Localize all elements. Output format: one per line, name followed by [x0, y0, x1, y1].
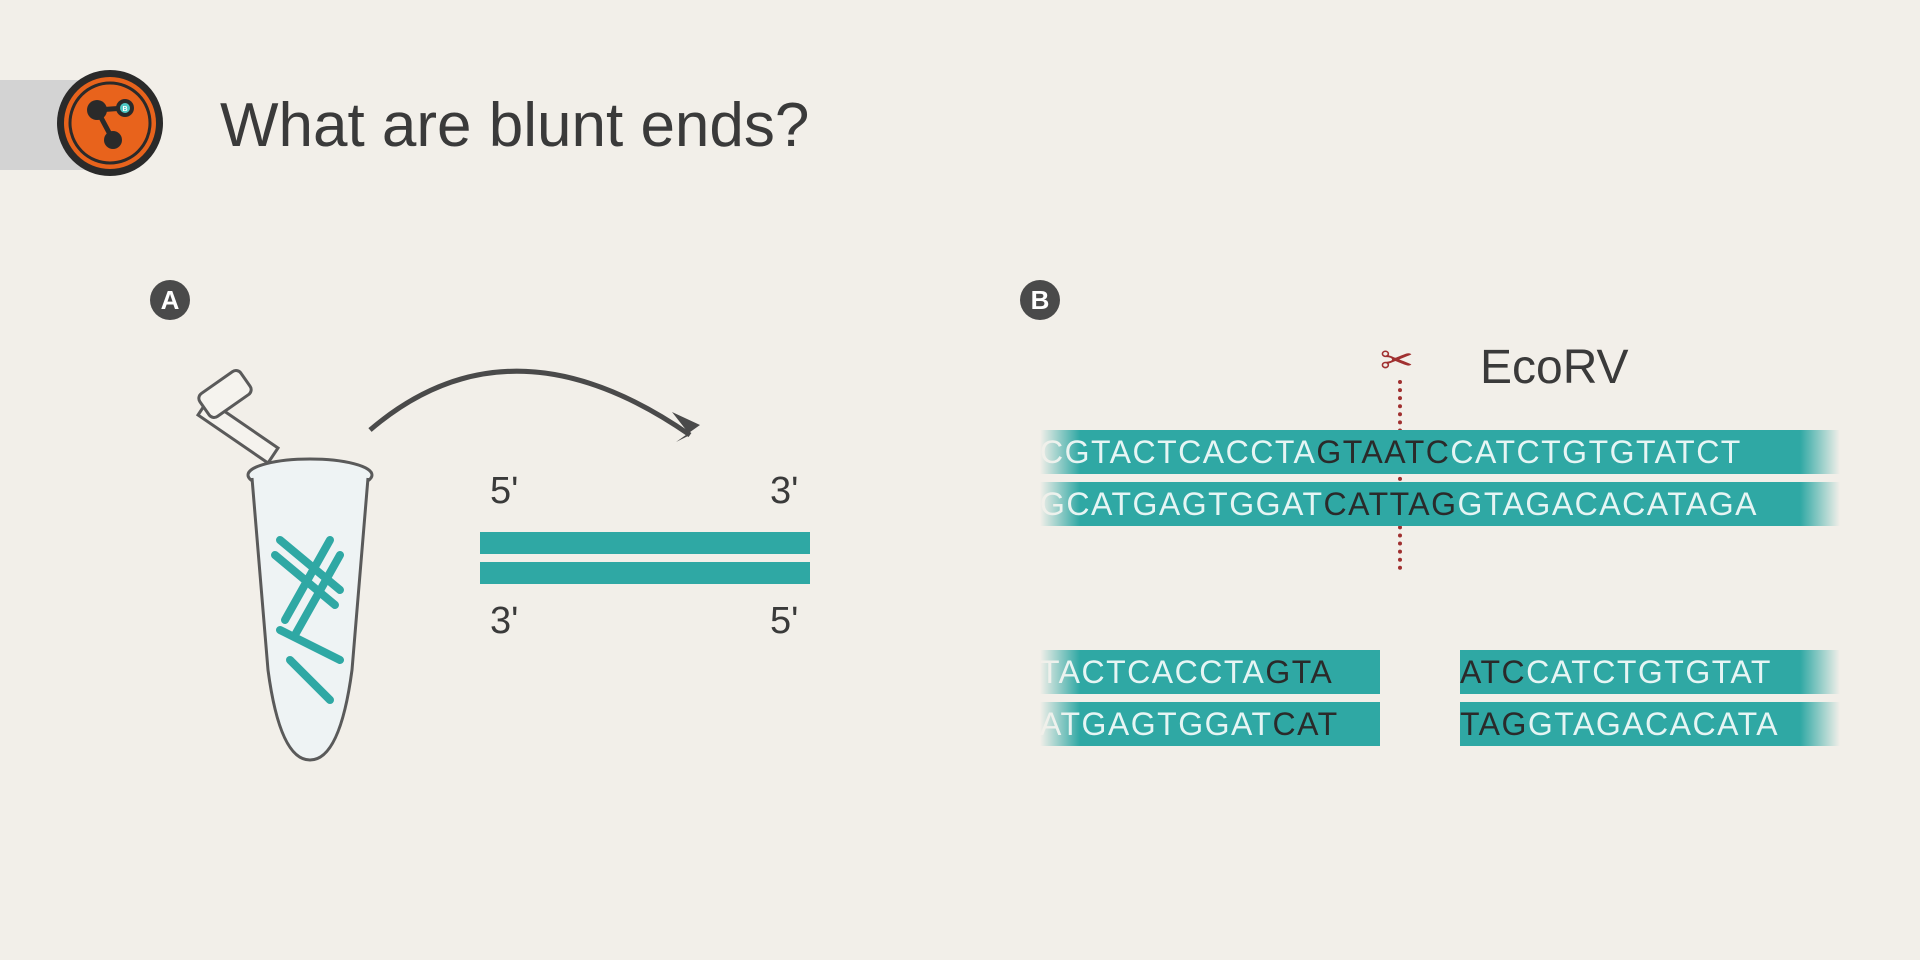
svg-text:B: B	[122, 106, 127, 113]
strand-3prime-top: 3'	[770, 470, 798, 513]
fragment-right-1: ATCCATCTGTGTAT	[1460, 650, 1840, 694]
panel-a: 5' 3' 3' 5'	[150, 340, 950, 840]
seq-hl: GTAATC	[1316, 434, 1450, 471]
fragment-left-2: ATGAGTGGATCAT	[1040, 702, 1380, 746]
dna-strand-bottom	[480, 562, 810, 584]
brand-logo: B	[55, 68, 165, 178]
strand-5prime-top: 5'	[490, 470, 518, 513]
seq-post: CATCTGTGTATCT	[1450, 434, 1741, 471]
dna-strand-top	[480, 532, 810, 554]
enzyme-label: EcoRV	[1480, 340, 1629, 395]
seq-hl: CAT	[1272, 706, 1338, 743]
page-title: What are blunt ends?	[220, 90, 809, 161]
strand-5prime-bottom: 5'	[770, 600, 798, 643]
seq-pre: CGTACTCACCTA	[1040, 434, 1316, 471]
seq-post: GTAGACACATAGA	[1458, 486, 1758, 523]
seq-pre: ATGAGTGGAT	[1040, 706, 1272, 743]
seq-pre: GCATGAGTGGAT	[1040, 486, 1323, 523]
panel-b: ✂ EcoRV CGTACTCACCTAGTAATCCATCTGTGTATCT …	[1040, 320, 1870, 880]
fragment-left-1: TACTCACCTAGTA	[1040, 650, 1380, 694]
seq-hl: CATTAG	[1323, 486, 1457, 523]
seq-post: GTAGACACATA	[1528, 706, 1779, 743]
seq-hl: TAG	[1460, 706, 1528, 743]
sequence-top-2: GCATGAGTGGATCATTAGGTAGACACATAGA	[1040, 482, 1840, 526]
cut-line	[1398, 380, 1402, 570]
seq-hl: ATC	[1460, 654, 1526, 691]
strand-3prime-bottom: 3'	[490, 600, 518, 643]
seq-pre: TACTCACCTA	[1040, 654, 1265, 691]
arrow-icon	[360, 340, 720, 480]
scissors-icon: ✂	[1380, 338, 1414, 384]
seq-post: CATCTGTGTAT	[1526, 654, 1772, 691]
sequence-top-1: CGTACTCACCTAGTAATCCATCTGTGTATCT	[1040, 430, 1840, 474]
panel-badge-b: B	[1020, 280, 1060, 320]
fragment-right-2: TAGGTAGACACATA	[1460, 702, 1840, 746]
panel-badge-a: A	[150, 280, 190, 320]
seq-hl: GTA	[1265, 654, 1333, 691]
